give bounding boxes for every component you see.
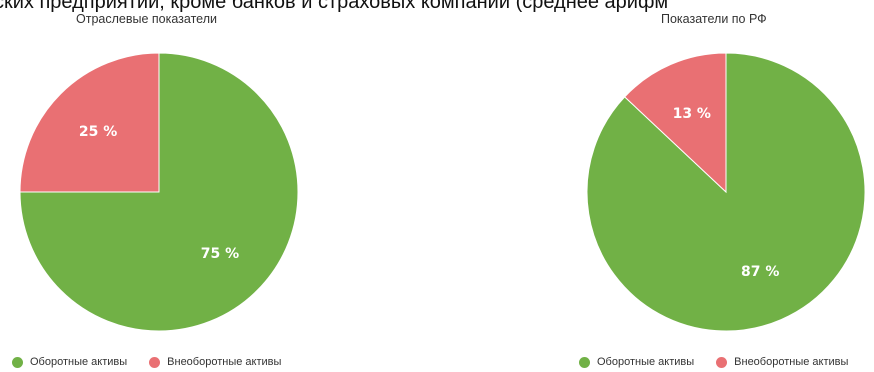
legend-label-non-current-assets: Внеоборотные активы — [167, 356, 282, 368]
legend-marker-non-current-assets — [149, 356, 161, 368]
pie-slice-industry-non-current-assets[interactable] — [19, 52, 160, 193]
legend-item-non-current-assets[interactable]: Внеоборотные активы — [716, 355, 848, 369]
legend-item-current-assets[interactable]: Оборотные активы — [12, 355, 127, 369]
legend-label-current-assets: Оборотные активы — [30, 356, 128, 368]
legend-marker-current-assets — [12, 356, 23, 368]
pie-label-industry-current-assets: 75 % — [201, 246, 239, 262]
legend-marker-non-current-assets — [716, 356, 728, 368]
pie-slice-russia-non-current-assets[interactable] — [623, 52, 727, 194]
legend-industry: Оборотные активы Внеоборотные активы — [12, 355, 303, 369]
chart-title-russia: Показатели по РФ — [661, 12, 767, 26]
legend-label-current-assets: Оборотные активы — [597, 356, 695, 368]
legend-item-non-current-assets[interactable]: Внеоборотные активы — [149, 355, 281, 369]
pie-slice-industry-current-assets[interactable] — [19, 52, 299, 332]
page-heading: ских предприятий, кроме банков и страхов… — [0, 0, 669, 13]
pie-label-russia-current-assets: 87 % — [741, 264, 779, 280]
pie-label-industry-non-current-assets: 25 % — [79, 124, 117, 140]
legend-item-current-assets[interactable]: Оборотные активы — [579, 355, 694, 369]
chart-title-industry: Отраслевые показатели — [76, 12, 217, 26]
legend-russia: Оборотные активы Внеоборотные активы — [579, 355, 870, 369]
legend-label-non-current-assets: Внеоборотные активы — [734, 356, 849, 368]
pie-label-russia-non-current-assets: 13 % — [673, 106, 711, 122]
legend-marker-current-assets — [579, 356, 590, 368]
